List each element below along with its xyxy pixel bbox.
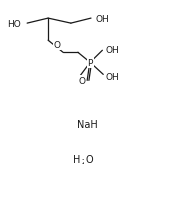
Text: OH: OH — [95, 15, 109, 23]
Text: O: O — [85, 154, 93, 164]
Text: NaH: NaH — [77, 119, 98, 129]
Text: P: P — [88, 59, 93, 67]
Text: OH: OH — [106, 73, 120, 82]
Text: O: O — [79, 77, 86, 85]
Text: HO: HO — [7, 20, 21, 28]
Text: OH: OH — [105, 46, 119, 54]
Text: 2: 2 — [82, 158, 86, 164]
Text: O: O — [53, 41, 60, 50]
Text: H: H — [73, 154, 80, 164]
